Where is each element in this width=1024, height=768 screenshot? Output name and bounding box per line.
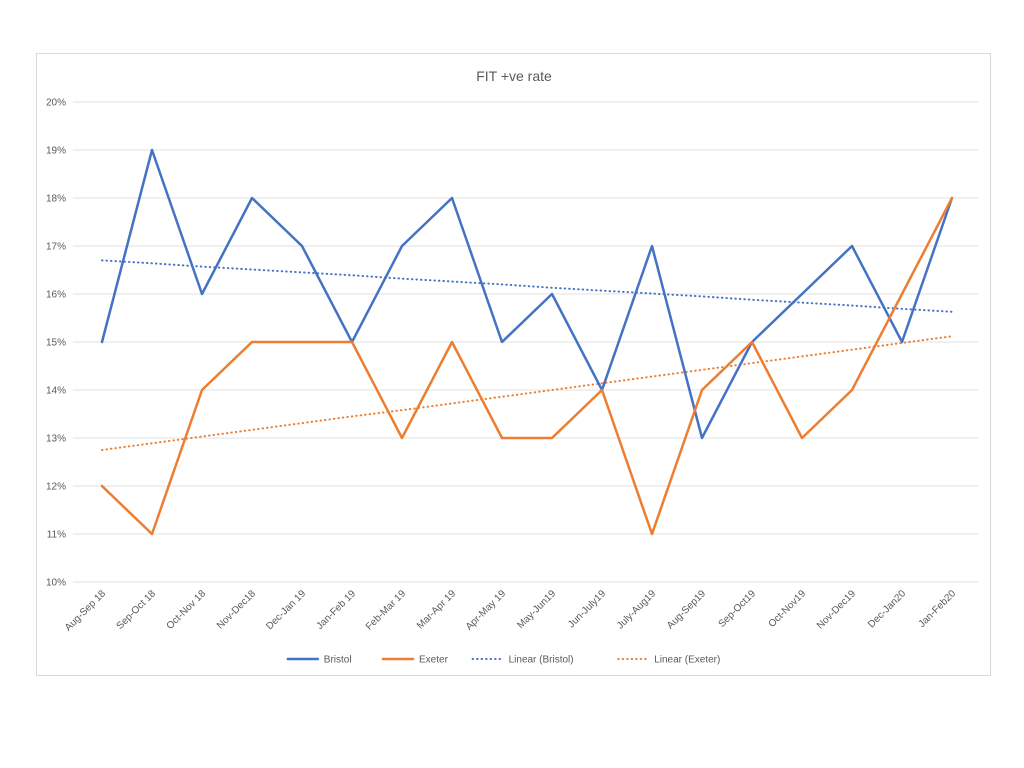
legend-item: Bristol — [286, 655, 352, 666]
x-tick-label: Aug-Sep19 — [665, 588, 708, 631]
y-tick-label: 12% — [46, 482, 66, 493]
y-tick-label: 19% — [46, 146, 66, 157]
series-lines — [100, 148, 954, 536]
y-tick-label: 11% — [47, 530, 66, 541]
legend: Bristol Exeter Linear (Bristol) Linear (Exe… — [286, 655, 720, 666]
y-tick-label: 13% — [46, 434, 66, 445]
legend-label: Linear (Exeter) — [654, 655, 720, 666]
y-tick-label: 18% — [46, 194, 66, 205]
x-tick-label: May-Jun19 — [515, 588, 558, 631]
x-tick-label: Aug-Sep 18 — [63, 588, 108, 633]
x-tick-label: Sep-Oct 18 — [115, 588, 159, 632]
x-tick-label: Jan-Feb 19 — [315, 588, 359, 632]
exeter-line — [100, 196, 954, 536]
bristol-line — [100, 148, 954, 440]
y-tick-label: 17% — [46, 242, 66, 253]
gridlines — [73, 101, 978, 583]
x-tick-label: Dec-Jan20 — [866, 588, 908, 630]
x-tick-label: Apr-May 19 — [464, 588, 509, 633]
x-tick-label: Oct-Nov 18 — [165, 588, 209, 632]
linear-exeter-line — [101, 335, 953, 451]
chart-title: FIT +ve rate — [476, 68, 552, 84]
y-tick-label: 14% — [46, 386, 66, 397]
x-tick-label: July-Aug19 — [615, 588, 658, 631]
x-tick-label: Feb-Mar 19 — [364, 588, 409, 633]
y-tick-label: 15% — [46, 338, 66, 349]
x-tick-label: Dec-Jan 19 — [264, 588, 308, 632]
x-tick-label: Oct-Nov19 — [767, 588, 809, 630]
x-tick-label: Jun-July19 — [566, 588, 608, 630]
x-tick-label: Mar-Apr 19 — [415, 588, 458, 631]
y-tick-label: 20% — [46, 98, 66, 109]
x-tick-label: Jan-Feb20 — [917, 588, 959, 630]
x-tick-label: Sep-Oct19 — [717, 588, 759, 630]
legend-item: Linear (Exeter) — [617, 655, 720, 666]
legend-item: Linear (Bristol) — [471, 655, 574, 666]
x-tick-label: Nov-Dec18 — [215, 588, 258, 631]
chart-container: 10% 11% 12% 13% 14% 15% 16% 17% 18% 19% 20% Aug-Se… — [36, 53, 991, 676]
legend-label: Exeter — [419, 655, 449, 666]
legend-item: Exeter — [381, 655, 449, 666]
line-chart: 10% 11% 12% 13% 14% 15% 16% 17% 18% 19% 20% Aug-Se… — [46, 68, 978, 666]
x-tick-label: Nov-Dec19 — [815, 588, 858, 631]
y-tick-label: 10% — [46, 578, 66, 589]
x-axis-ticks: Aug-Sep 18 Sep-Oct 18 Oct-Nov 18 Nov-Dec18 D… — [63, 588, 958, 633]
y-axis-ticks: 10% 11% 12% 13% 14% 15% 16% 17% 18% 19% 20% — [46, 98, 66, 589]
legend-label: Bristol — [324, 655, 352, 666]
y-tick-label: 16% — [46, 290, 66, 301]
legend-label: Linear (Bristol) — [509, 655, 574, 666]
linear-bristol-line — [101, 259, 953, 313]
